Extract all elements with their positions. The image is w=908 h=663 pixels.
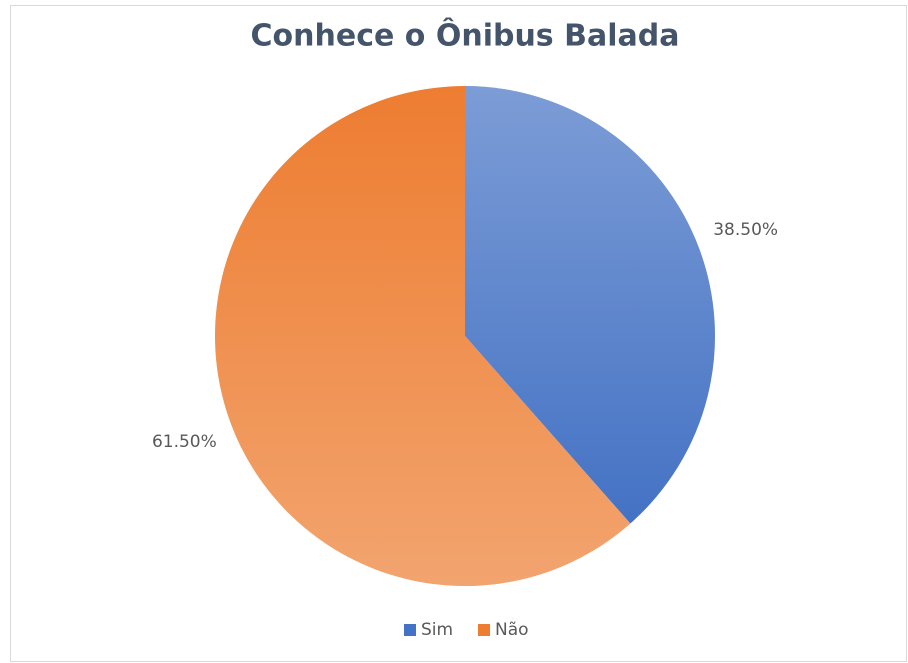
legend-swatch: [404, 624, 416, 636]
legend-label: Não: [495, 620, 529, 640]
data-label: 38.50%: [713, 220, 778, 240]
chart-title: Conhece o Ônibus Balada: [251, 17, 680, 54]
data-label: 61.50%: [152, 432, 217, 452]
legend-swatch: [478, 624, 490, 636]
legend-label: Sim: [421, 620, 453, 640]
